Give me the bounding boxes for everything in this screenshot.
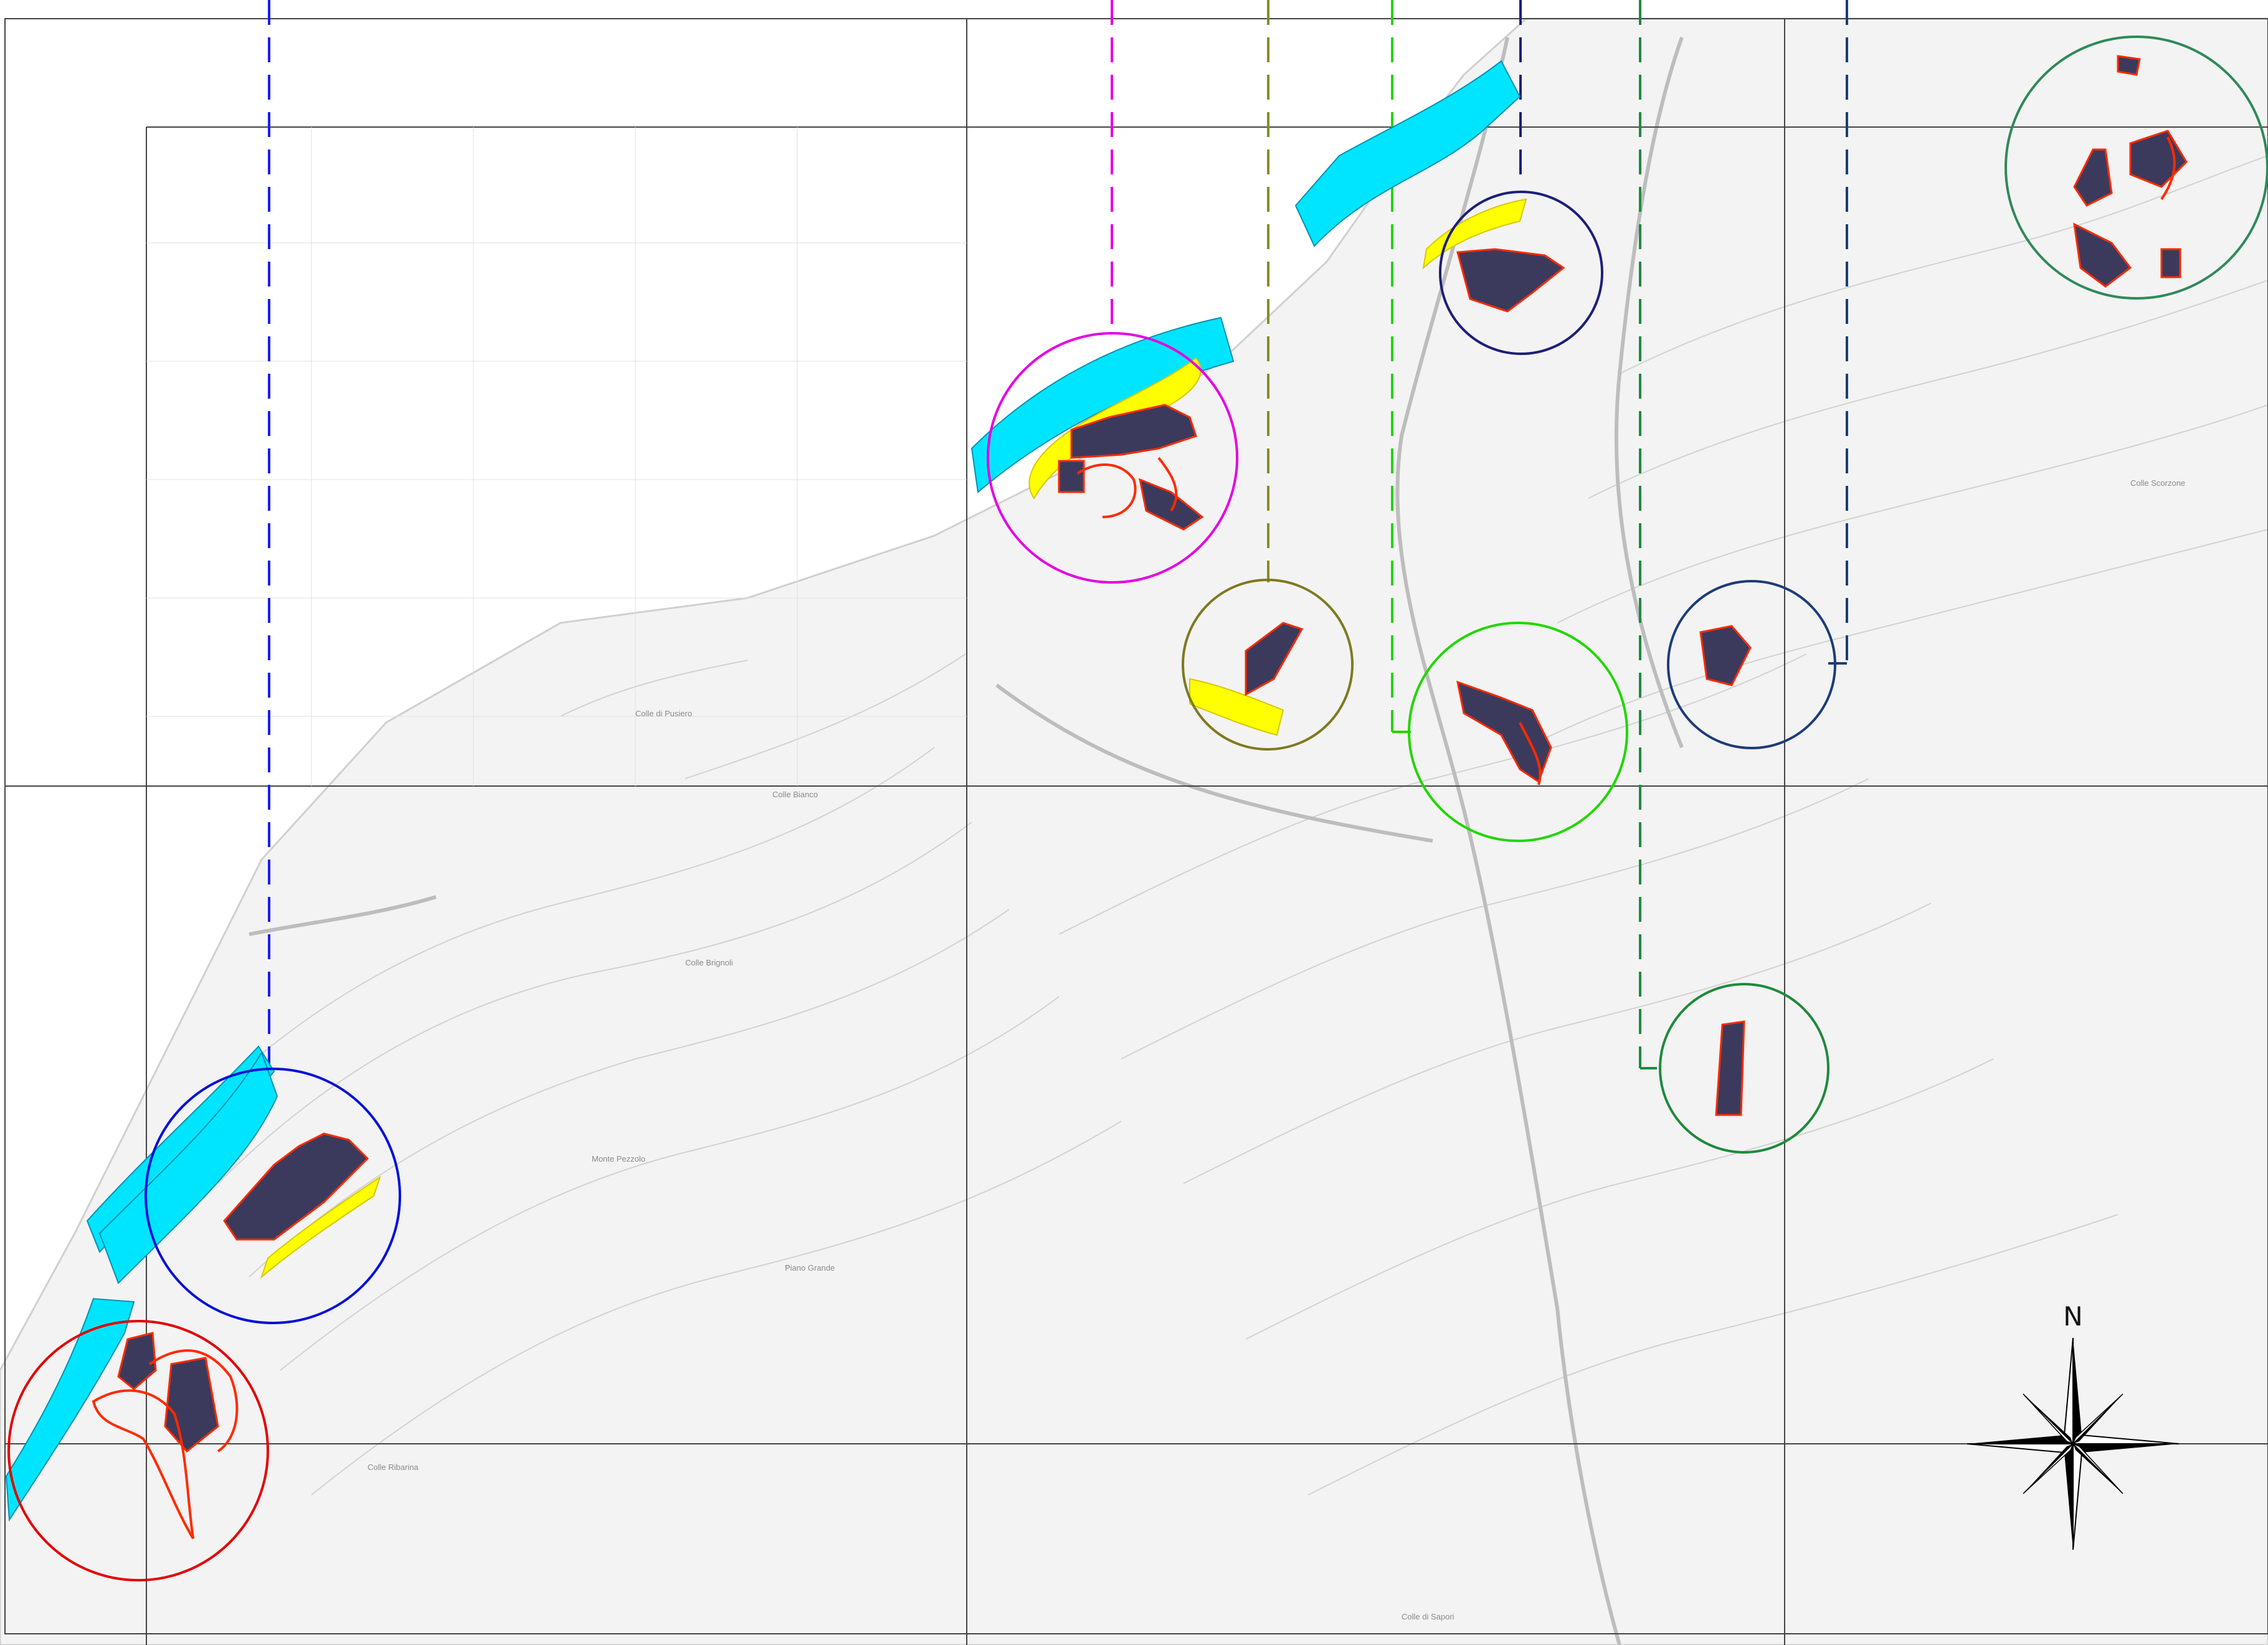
pv-array-site-9-c (2073, 222, 2132, 288)
pv-array-site-7 (1699, 625, 1752, 686)
topo-label: Monte Pezzolo (592, 1154, 645, 1164)
topo-labels: Monte Pezzolo Colle Brignoli Colle di Pu… (368, 478, 2185, 1621)
topo-label: Colle di Sapori (1402, 1612, 1454, 1621)
site-ring-site-5 (1439, 191, 1603, 355)
topo-label: Colle Ribarina (368, 1462, 419, 1472)
leader-lines (268, 0, 1848, 1068)
site-ring-site-4 (1182, 579, 1354, 751)
pv-array-site-3-c (1138, 478, 1204, 531)
site-boundaries (92, 136, 2176, 1540)
site-ring-site-9 (2005, 36, 2268, 300)
site-ring-site-3 (987, 332, 1238, 584)
pv-array-site-3-b (1058, 460, 1085, 493)
compass-rose-icon: N (1967, 1301, 2180, 1550)
pv-array-site-9-e (2117, 55, 2141, 76)
pv-array-site-8 (1715, 1020, 1745, 1116)
pv-array-site-2 (223, 1132, 369, 1241)
topo-label: Colle di Pusiero (635, 709, 692, 718)
topographic-contours (186, 155, 2268, 1496)
topo-label: Colle Bianco (772, 790, 818, 799)
topo-label: Colle Brignoli (685, 958, 733, 967)
pv-array-site-4 (1245, 622, 1304, 696)
coordinate-grid (146, 127, 967, 786)
sea-buffer-zones (5, 60, 1521, 1522)
pv-array-site-1-a (117, 1332, 157, 1390)
pv-array-site-5 (1456, 248, 1565, 313)
topo-label: Colle Scorzone (2130, 478, 2185, 488)
site-ring-site-7 (1667, 580, 1836, 749)
site-ring-site-2 (145, 1068, 401, 1324)
pv-array-site-9-b (2073, 148, 2113, 207)
compass-north-label: N (2063, 1301, 2082, 1332)
site-ring-site-6 (1408, 622, 1628, 842)
pv-array-site-3-a (1070, 404, 1197, 459)
site-rings (7, 36, 2268, 1581)
site-ring-site-1 (7, 1320, 269, 1581)
site-ring-site-8 (1659, 983, 1829, 1154)
pv-array-site-9-d (2160, 248, 2181, 278)
topo-label: Piano Grande (785, 1263, 835, 1273)
pv-arrays (117, 55, 2188, 1453)
